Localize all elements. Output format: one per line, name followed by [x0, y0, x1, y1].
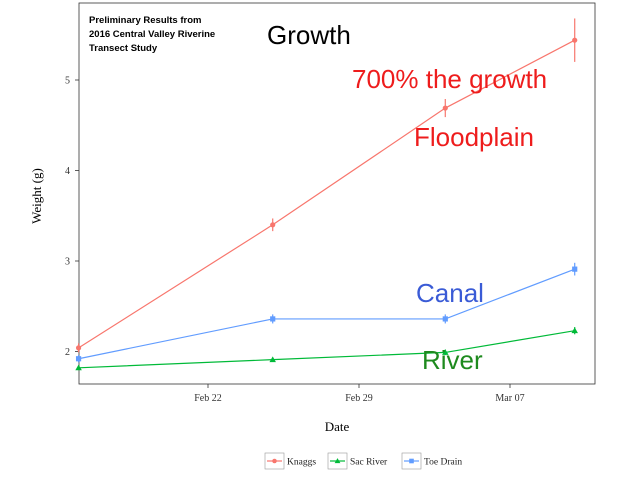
- legend-marker: [272, 458, 277, 464]
- x-tick-label: Feb 29: [345, 393, 373, 404]
- x-tick-label: Mar 07: [495, 393, 524, 404]
- x-axis: Feb 22 Feb 29 Mar 07: [194, 384, 525, 404]
- legend-marker: [409, 458, 414, 464]
- legend-label: Knaggs: [287, 458, 316, 468]
- series-line-toe-drain: [78, 268, 575, 360]
- y-axis-title: Weight (g): [29, 168, 44, 224]
- y-tick-label: 5: [65, 76, 70, 87]
- legend-marker: [334, 458, 341, 464]
- annotation-growth: Growth: [267, 20, 351, 50]
- legend-item-knaggs: Knaggs: [264, 452, 316, 470]
- data-point: [442, 105, 448, 111]
- series-layer: [75, 18, 578, 371]
- data-point: [442, 316, 448, 322]
- data-point: [75, 356, 82, 362]
- series-knaggs: [75, 18, 578, 353]
- legend: Knaggs Sac River Toe Drain: [264, 452, 462, 470]
- legend-item-toe-drain: Toe Drain: [401, 452, 462, 470]
- legend-label: Toe Drain: [424, 458, 462, 468]
- annotation-river: River: [422, 345, 483, 375]
- series-line-knaggs: [78, 39, 575, 349]
- annotation-floodplain: Floodplain: [414, 122, 534, 152]
- note-text: Preliminary Results from 2016 Central Va…: [89, 15, 215, 54]
- legend-label: Sac River: [350, 458, 388, 468]
- x-axis-title: Date: [325, 419, 350, 434]
- data-point: [442, 349, 449, 355]
- note-line-1: Preliminary Results from: [89, 15, 201, 26]
- data-point: [75, 345, 82, 351]
- note-line-3: Transect Study: [89, 43, 158, 54]
- series-sac-river: [75, 327, 578, 371]
- legend-item-sac-river: Sac River: [327, 452, 388, 470]
- data-point: [572, 266, 578, 272]
- data-point: [270, 316, 276, 322]
- y-tick-label: 2: [65, 347, 70, 358]
- data-point: [75, 364, 82, 371]
- y-axis: 2 3 4 5: [65, 76, 79, 358]
- data-point: [269, 356, 276, 363]
- y-tick-label: 3: [65, 257, 70, 268]
- series-toe-drain: [75, 262, 578, 363]
- annotation-canal: Canal: [416, 278, 484, 308]
- data-point: [270, 222, 276, 228]
- data-point: [571, 327, 578, 334]
- plot-panel: [78, 2, 596, 385]
- data-point: [572, 37, 578, 43]
- y-tick-label: 4: [65, 166, 70, 177]
- series-line-sac-river: [78, 330, 575, 369]
- annotation-700-growth: 700% the growth: [352, 64, 547, 94]
- note-line-2: 2016 Central Valley Riverine: [89, 29, 215, 40]
- x-tick-label: Feb 22: [194, 393, 222, 404]
